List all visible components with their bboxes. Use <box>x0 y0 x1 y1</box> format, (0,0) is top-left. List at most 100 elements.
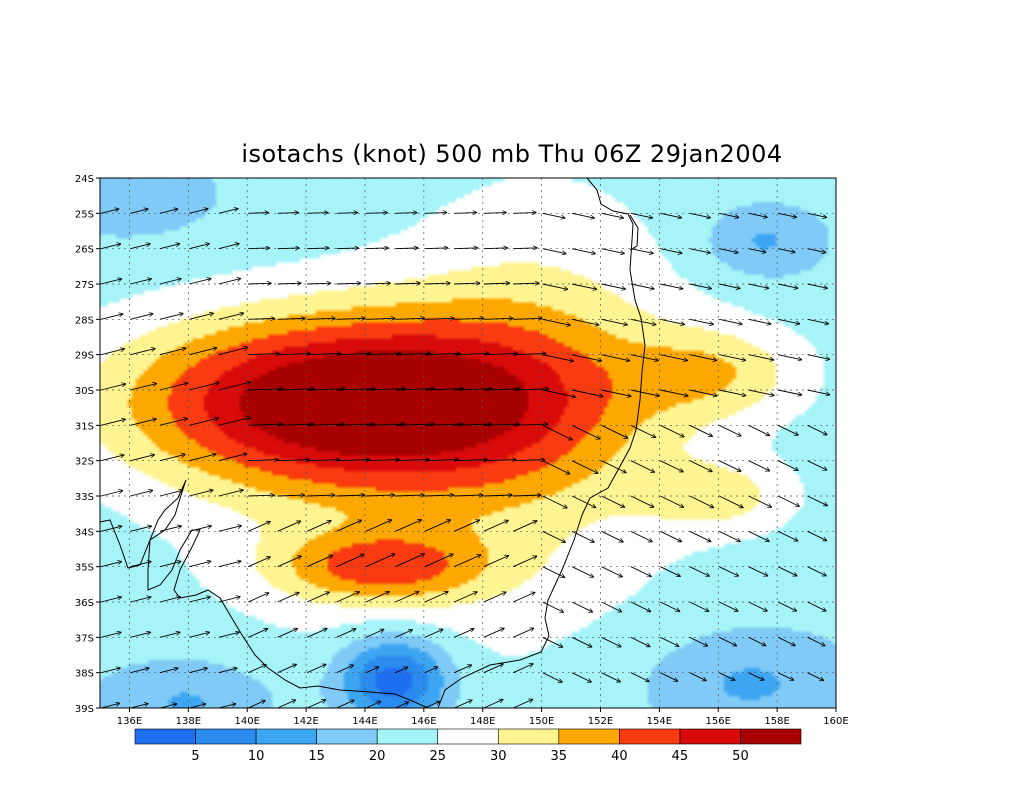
wind-arrow <box>307 318 335 319</box>
wind-arrow <box>159 597 181 603</box>
wind-arrow <box>777 495 800 507</box>
wind-arrow <box>601 318 627 325</box>
wind-arrow <box>306 628 327 638</box>
wind-arrow <box>189 704 206 708</box>
wind-arrow <box>778 283 798 288</box>
wind-arrow <box>542 495 568 508</box>
wind-arrow <box>130 561 151 568</box>
wind-arrow <box>807 283 828 288</box>
wind-arrow <box>778 707 780 708</box>
colorbar-label: 5 <box>191 749 199 764</box>
wind-arrow <box>513 460 545 461</box>
wind-arrow <box>454 389 493 390</box>
wind-arrow <box>130 632 150 638</box>
wind-arrow <box>807 530 827 541</box>
wind-arrow <box>454 555 481 568</box>
wind-arrow <box>571 389 603 397</box>
y-tick-label: 35S <box>75 563 94 574</box>
wind-arrow <box>807 212 827 217</box>
colorbar-swatch <box>195 728 257 745</box>
wind-arrow <box>365 495 395 496</box>
wind-arrow <box>218 313 244 320</box>
wind-arrow <box>159 526 182 532</box>
wind-arrow <box>719 530 740 541</box>
wind-arrow <box>483 628 505 638</box>
wind-arrow <box>483 424 521 425</box>
wind-arrow <box>189 348 217 356</box>
x-tick-label: 150E <box>529 716 554 727</box>
wind-arrow <box>571 530 595 542</box>
wind-arrow <box>336 554 365 568</box>
wind-arrow <box>719 460 741 472</box>
wind-arrow <box>777 636 796 646</box>
y-tick-label: 30S <box>75 386 94 397</box>
wind-arrow <box>483 520 509 532</box>
colorbar-swatch <box>679 728 741 745</box>
wind-arrow <box>571 318 599 325</box>
wind-arrow <box>159 244 180 250</box>
wind-arrow <box>689 354 717 361</box>
wind-arrow <box>130 455 155 462</box>
wind-arrow <box>601 354 630 361</box>
colorbar-label: 20 <box>369 749 386 764</box>
wind-arrow <box>306 592 330 603</box>
wind-arrow <box>660 212 682 218</box>
wind-arrow <box>189 561 211 568</box>
wind-arrow <box>719 212 739 217</box>
wind-arrow <box>689 424 713 436</box>
wind-arrow <box>807 495 828 506</box>
colorbar-swatch <box>437 728 499 745</box>
wind-arrow <box>100 632 121 638</box>
wind-arrow <box>159 348 186 356</box>
wind-arrow <box>189 597 210 603</box>
wind-arrow <box>513 213 536 214</box>
wind-arrow <box>306 555 333 568</box>
wind-arrow <box>365 520 392 532</box>
wind-arrow <box>571 283 597 289</box>
wind-arrow <box>571 248 596 254</box>
wind-arrow <box>365 629 384 638</box>
wind-arrow <box>483 664 504 674</box>
wind-arrow <box>100 526 122 532</box>
x-tick-label: 154E <box>647 716 672 727</box>
colorbar-label: 10 <box>248 749 265 764</box>
colorbar-label: 30 <box>490 749 507 764</box>
wind-arrow <box>395 283 420 284</box>
wind-arrow <box>689 318 714 324</box>
wind-arrow <box>336 629 357 638</box>
wind-arrow <box>483 213 507 214</box>
wind-arrow <box>130 490 153 497</box>
wind-arrow <box>542 530 566 542</box>
colorbar-swatch <box>376 728 439 745</box>
wind-arrow <box>100 455 124 462</box>
wind-arrow <box>660 566 680 577</box>
wind-arrow <box>483 495 513 496</box>
wind-arrow <box>748 318 772 324</box>
wind-arrow <box>630 566 652 577</box>
wind-arrow <box>660 672 678 682</box>
wind-arrow <box>100 703 120 708</box>
wind-arrow <box>513 318 542 319</box>
wind-arrow <box>307 389 345 390</box>
wind-arrow <box>601 460 626 473</box>
wind-arrow <box>130 209 148 214</box>
y-tick-label: 33S <box>75 492 94 503</box>
wind-arrow <box>512 664 533 674</box>
wind-arrow <box>130 597 151 603</box>
wind-arrow <box>248 354 280 355</box>
wind-arrow <box>424 629 443 638</box>
wind-arrow <box>483 248 508 249</box>
wind-arrow <box>189 279 211 285</box>
wind-arrow <box>424 248 448 249</box>
wind-arrow <box>307 248 329 249</box>
wind-arrow <box>130 244 150 250</box>
wind-arrow <box>336 665 354 674</box>
colorbar-label: 15 <box>308 749 325 764</box>
wind-arrow <box>513 424 548 425</box>
wind-arrow <box>130 348 155 356</box>
wind-arrow <box>218 243 240 250</box>
wind-arrow <box>778 248 795 253</box>
wind-arrow <box>601 248 624 254</box>
wind-arrow <box>689 248 711 253</box>
wind-arrow <box>807 566 827 576</box>
